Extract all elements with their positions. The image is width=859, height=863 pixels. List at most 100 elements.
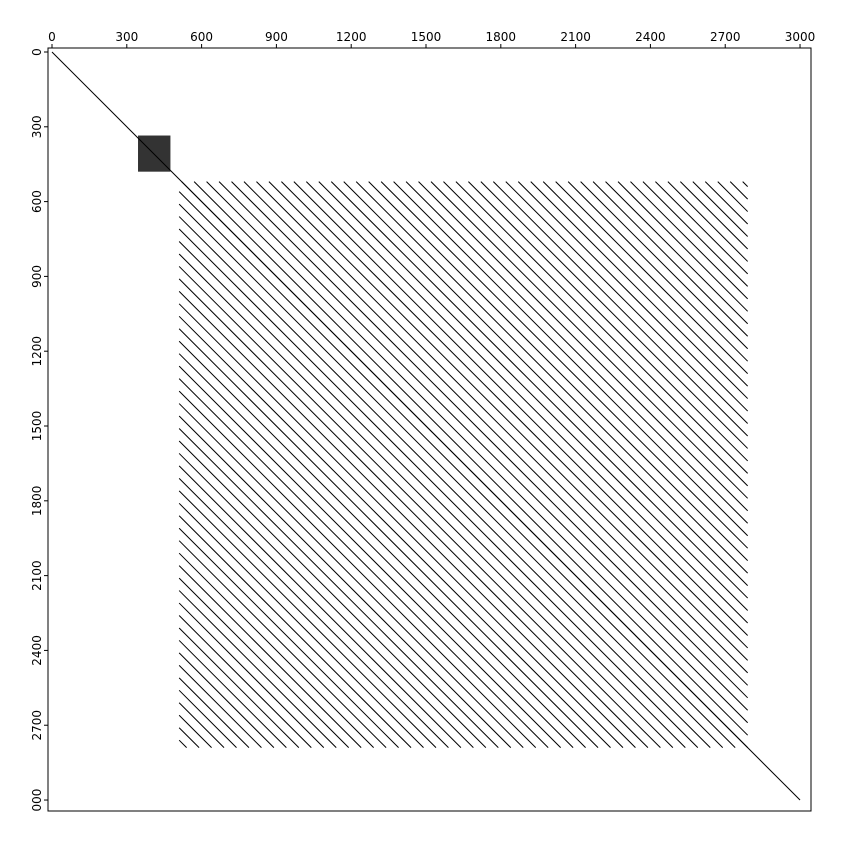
stripe [178,415,512,749]
stripe [178,677,250,749]
stripe [231,181,749,699]
stripe [742,181,749,187]
stripe [692,181,749,237]
x-tick-label: 2700 [710,30,741,44]
stripe [505,181,749,424]
y-tick-label: 300 [30,115,44,138]
stripe [178,478,449,749]
y-tick-label: 000 [30,789,44,812]
stripe [405,181,749,524]
stripe [178,365,562,749]
stripe [178,540,387,749]
x-tick-label: 2400 [635,30,666,44]
stripe [178,577,350,749]
stripe [178,390,537,749]
stripe [468,181,749,462]
stripe [617,181,749,312]
stripe [178,602,325,749]
stripe [178,216,711,749]
stripe [355,181,749,574]
stripe [268,181,749,661]
stripe [178,428,499,749]
x-tick-label: 600 [190,30,213,44]
stripe [281,181,749,649]
stripe [580,181,749,350]
stripe [455,181,749,474]
stripe [542,181,749,387]
stripe [492,181,749,437]
stripe [393,181,749,537]
stripe [567,181,749,362]
x-tick-label: 2100 [560,30,591,44]
y-tick-label: 1500 [30,411,44,442]
stripe [305,181,749,624]
stripe [318,181,749,611]
stripe [293,181,749,636]
stripe [480,181,749,449]
stripe [667,181,749,262]
y-tick-label: 2100 [30,560,44,591]
stripe [717,181,749,212]
stripe [330,181,749,599]
stripe [380,181,749,549]
stripe [178,640,287,749]
stripe [655,181,749,275]
y-tick-label: 1800 [30,486,44,517]
stripe [343,181,749,586]
plot-frame [47,47,812,812]
stripe [178,590,337,749]
stripe [181,181,749,749]
stripe [178,440,487,749]
stripe [418,181,749,512]
stripe [178,353,574,749]
stripe [178,702,225,749]
stripe [178,266,661,749]
y-tick-label: 0 [30,48,44,56]
y-tick-label: 600 [30,190,44,213]
x-tick-label: 900 [265,30,288,44]
stripe [517,181,749,412]
stripe [193,181,749,736]
stripe [729,181,749,200]
stripe [178,652,275,749]
stripe [642,181,749,287]
stripe [243,181,749,686]
y-tick-label: 2700 [30,710,44,741]
x-tick-label: 1800 [486,30,517,44]
stripe [206,181,749,724]
stripe [592,181,749,337]
stripe [178,241,686,749]
stripe [178,278,649,749]
stripe [430,181,749,499]
stripe [178,515,412,749]
stripe [178,328,599,749]
stripe [178,552,374,749]
stripe [630,181,749,300]
stripe [178,191,736,749]
stripe [178,490,437,749]
stripe [178,315,611,749]
x-tick-label: 300 [115,30,138,44]
stripe [178,565,362,749]
stripe [178,228,699,749]
stripe [178,714,212,749]
stripe [178,615,312,749]
stripe [178,303,624,749]
stripe [178,253,674,749]
stripe [256,181,749,674]
stripe [368,181,749,562]
stripe [443,181,749,487]
stripe [178,502,424,749]
stripe [178,453,474,749]
stripe [178,527,399,749]
y-tick-label: 1200 [30,336,44,367]
stripe [178,465,462,749]
stripe [178,689,237,749]
y-tick-label: 900 [30,265,44,288]
dense-block [138,135,171,172]
stripe [178,378,549,749]
stripe [218,181,749,711]
y-tick-label: 2400 [30,635,44,666]
stripe [704,181,749,225]
